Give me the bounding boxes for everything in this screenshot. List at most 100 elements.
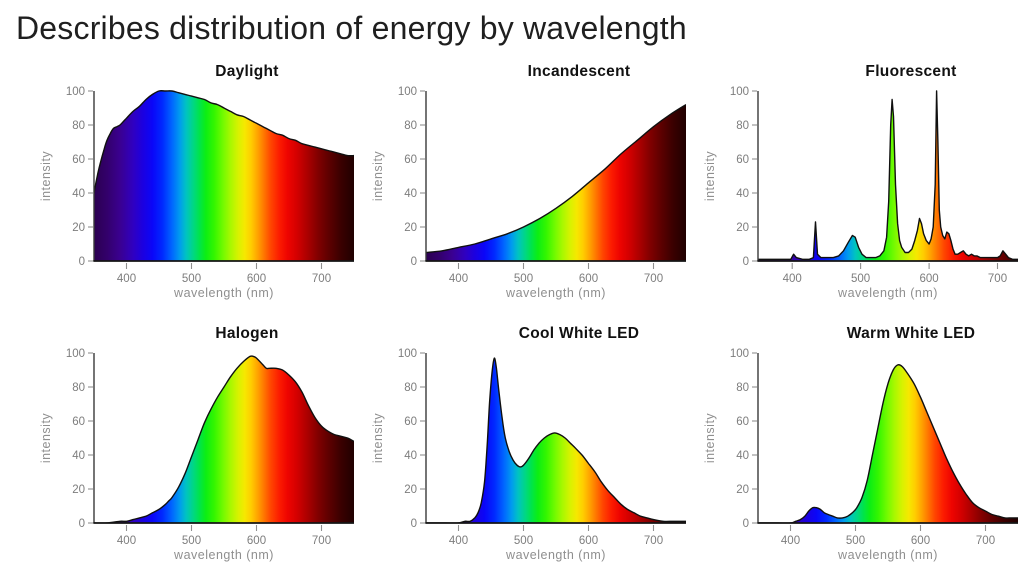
y-tick-label: 40 [404,188,417,200]
x-axis-label: wavelength (nm) [505,548,606,562]
y-tick-label: 20 [404,222,417,234]
y-tick-label: 80 [404,382,417,394]
y-tick-label: 0 [79,518,85,530]
x-tick-label: 600 [920,273,939,285]
y-axis-label: intensity [371,151,385,202]
y-tick-label: 80 [72,382,85,394]
y-tick-label: 80 [736,120,749,132]
y-tick-label: 40 [72,188,85,200]
chart-cool-white-led: Cool White LED 0 20 40 60 80 100 400 500 600 700 w… [368,323,700,567]
x-tick-label: 400 [781,535,800,547]
y-tick-label: 60 [72,416,85,428]
x-tick-label: 600 [911,535,930,547]
y-tick-label: 60 [404,154,417,166]
chart-fluorescent: Fluorescent 0 20 40 60 80 100 400 500 600 700 wave… [700,61,1032,305]
y-tick-label: 60 [72,154,85,166]
slide: Describes distribution of energy by wave… [0,10,1032,567]
x-tick-label: 500 [846,535,865,547]
x-tick-label: 500 [514,273,533,285]
y-tick-label: 20 [72,222,85,234]
x-tick-label: 400 [449,273,468,285]
spectrum-area [426,104,686,261]
chart-halogen: Halogen 0 20 40 60 80 100 400 500 600 700 waveleng… [36,323,368,567]
chart-title-incandescent: Incandescent [527,63,631,80]
y-tick-label: 0 [411,256,417,268]
y-tick-label: 20 [404,484,417,496]
spectrum-chart-svg: 0 20 40 60 80 100 400 500 600 700 wavelength (nm) i… [371,86,686,300]
x-tick-label: 600 [579,535,598,547]
page-title: Describes distribution of energy by wave… [16,10,687,46]
y-tick-label: 40 [736,450,749,462]
x-tick-label: 500 [514,535,533,547]
y-tick-label: 20 [736,484,749,496]
y-tick-label: 0 [743,256,749,268]
y-tick-label: 80 [72,120,85,132]
spectrum-area [758,364,1018,523]
spectrum-area [426,357,686,523]
chart-plot-halogen: 0 20 40 60 80 100 400 500 600 700 wavelength (nm) i… [36,345,366,567]
chart-plot-cool-white-led: 0 20 40 60 80 100 400 500 600 700 wavelength (nm) i… [368,345,698,567]
spectrum-area [758,90,1018,261]
chart-daylight: Daylight 0 20 40 60 80 100 400 500 600 700 wavelen… [36,61,368,305]
y-tick-label: 100 [730,86,749,98]
x-axis-label: wavelength (nm) [173,548,274,562]
x-tick-label: 700 [312,273,331,285]
x-tick-label: 400 [783,273,802,285]
y-tick-label: 20 [736,222,749,234]
x-tick-label: 600 [247,535,266,547]
x-tick-label: 500 [851,273,870,285]
y-tick-label: 80 [404,120,417,132]
charts-grid: Daylight 0 20 40 60 80 100 400 500 600 700 wavelen… [0,61,1032,567]
x-tick-label: 400 [117,273,136,285]
spectrum-chart-svg: 0 20 40 60 80 100 400 500 600 700 wavelength (nm) i… [39,86,354,300]
x-tick-label: 700 [644,535,663,547]
y-tick-label: 100 [730,348,749,360]
y-tick-label: 40 [404,450,417,462]
y-tick-label: 100 [398,348,417,360]
chart-plot-fluorescent: 0 20 40 60 80 100 400 500 600 700 wavelength (nm) i… [700,83,1030,305]
y-tick-label: 60 [736,416,749,428]
spectrum-chart-svg: 0 20 40 60 80 100 400 500 600 700 wavelength (nm) i… [703,348,1018,562]
x-tick-label: 500 [182,535,201,547]
y-axis-label: intensity [39,151,53,202]
y-tick-label: 100 [398,86,417,98]
y-tick-label: 60 [736,154,749,166]
y-tick-label: 20 [72,484,85,496]
y-axis-label: intensity [703,151,717,202]
x-tick-label: 400 [117,535,136,547]
x-tick-label: 700 [976,535,995,547]
x-tick-label: 700 [312,535,331,547]
chart-plot-daylight: 0 20 40 60 80 100 400 500 600 700 wavelength (nm) i… [36,83,366,305]
y-tick-label: 80 [736,382,749,394]
chart-title-fluorescent: Fluorescent [865,63,957,80]
x-tick-label: 700 [644,273,663,285]
y-tick-label: 100 [66,86,85,98]
spectrum-area [94,90,354,261]
y-tick-label: 100 [66,348,85,360]
x-tick-label: 600 [247,273,266,285]
y-tick-label: 0 [411,518,417,530]
y-tick-label: 40 [736,188,749,200]
x-tick-label: 700 [988,273,1007,285]
spectrum-area [94,355,354,523]
x-axis-label: wavelength (nm) [505,286,606,300]
y-tick-label: 40 [72,450,85,462]
chart-plot-incandescent: 0 20 40 60 80 100 400 500 600 700 wavelength (nm) i… [368,83,698,305]
x-axis-label: wavelength (nm) [173,286,274,300]
y-axis-label: intensity [371,413,385,464]
chart-title-halogen: Halogen [215,325,279,342]
y-tick-label: 0 [79,256,85,268]
chart-incandescent: Incandescent 0 20 40 60 80 100 400 500 600 700 wav… [368,61,700,305]
x-axis-label: wavelength (nm) [837,548,938,562]
chart-title-warm-white-led: Warm White LED [846,325,976,342]
x-tick-label: 500 [182,273,201,285]
chart-title-daylight: Daylight [215,63,279,80]
chart-plot-warm-white-led: 0 20 40 60 80 100 400 500 600 700 wavelength (nm) i… [700,345,1030,567]
y-tick-label: 0 [743,518,749,530]
x-axis-label: wavelength (nm) [837,286,938,300]
y-tick-label: 60 [404,416,417,428]
y-axis-label: intensity [703,413,717,464]
spectrum-chart-svg: 0 20 40 60 80 100 400 500 600 700 wavelength (nm) i… [39,348,354,562]
chart-warm-white-led: Warm White LED 0 20 40 60 80 100 400 500 600 700 w… [700,323,1032,567]
y-axis-label: intensity [39,413,53,464]
